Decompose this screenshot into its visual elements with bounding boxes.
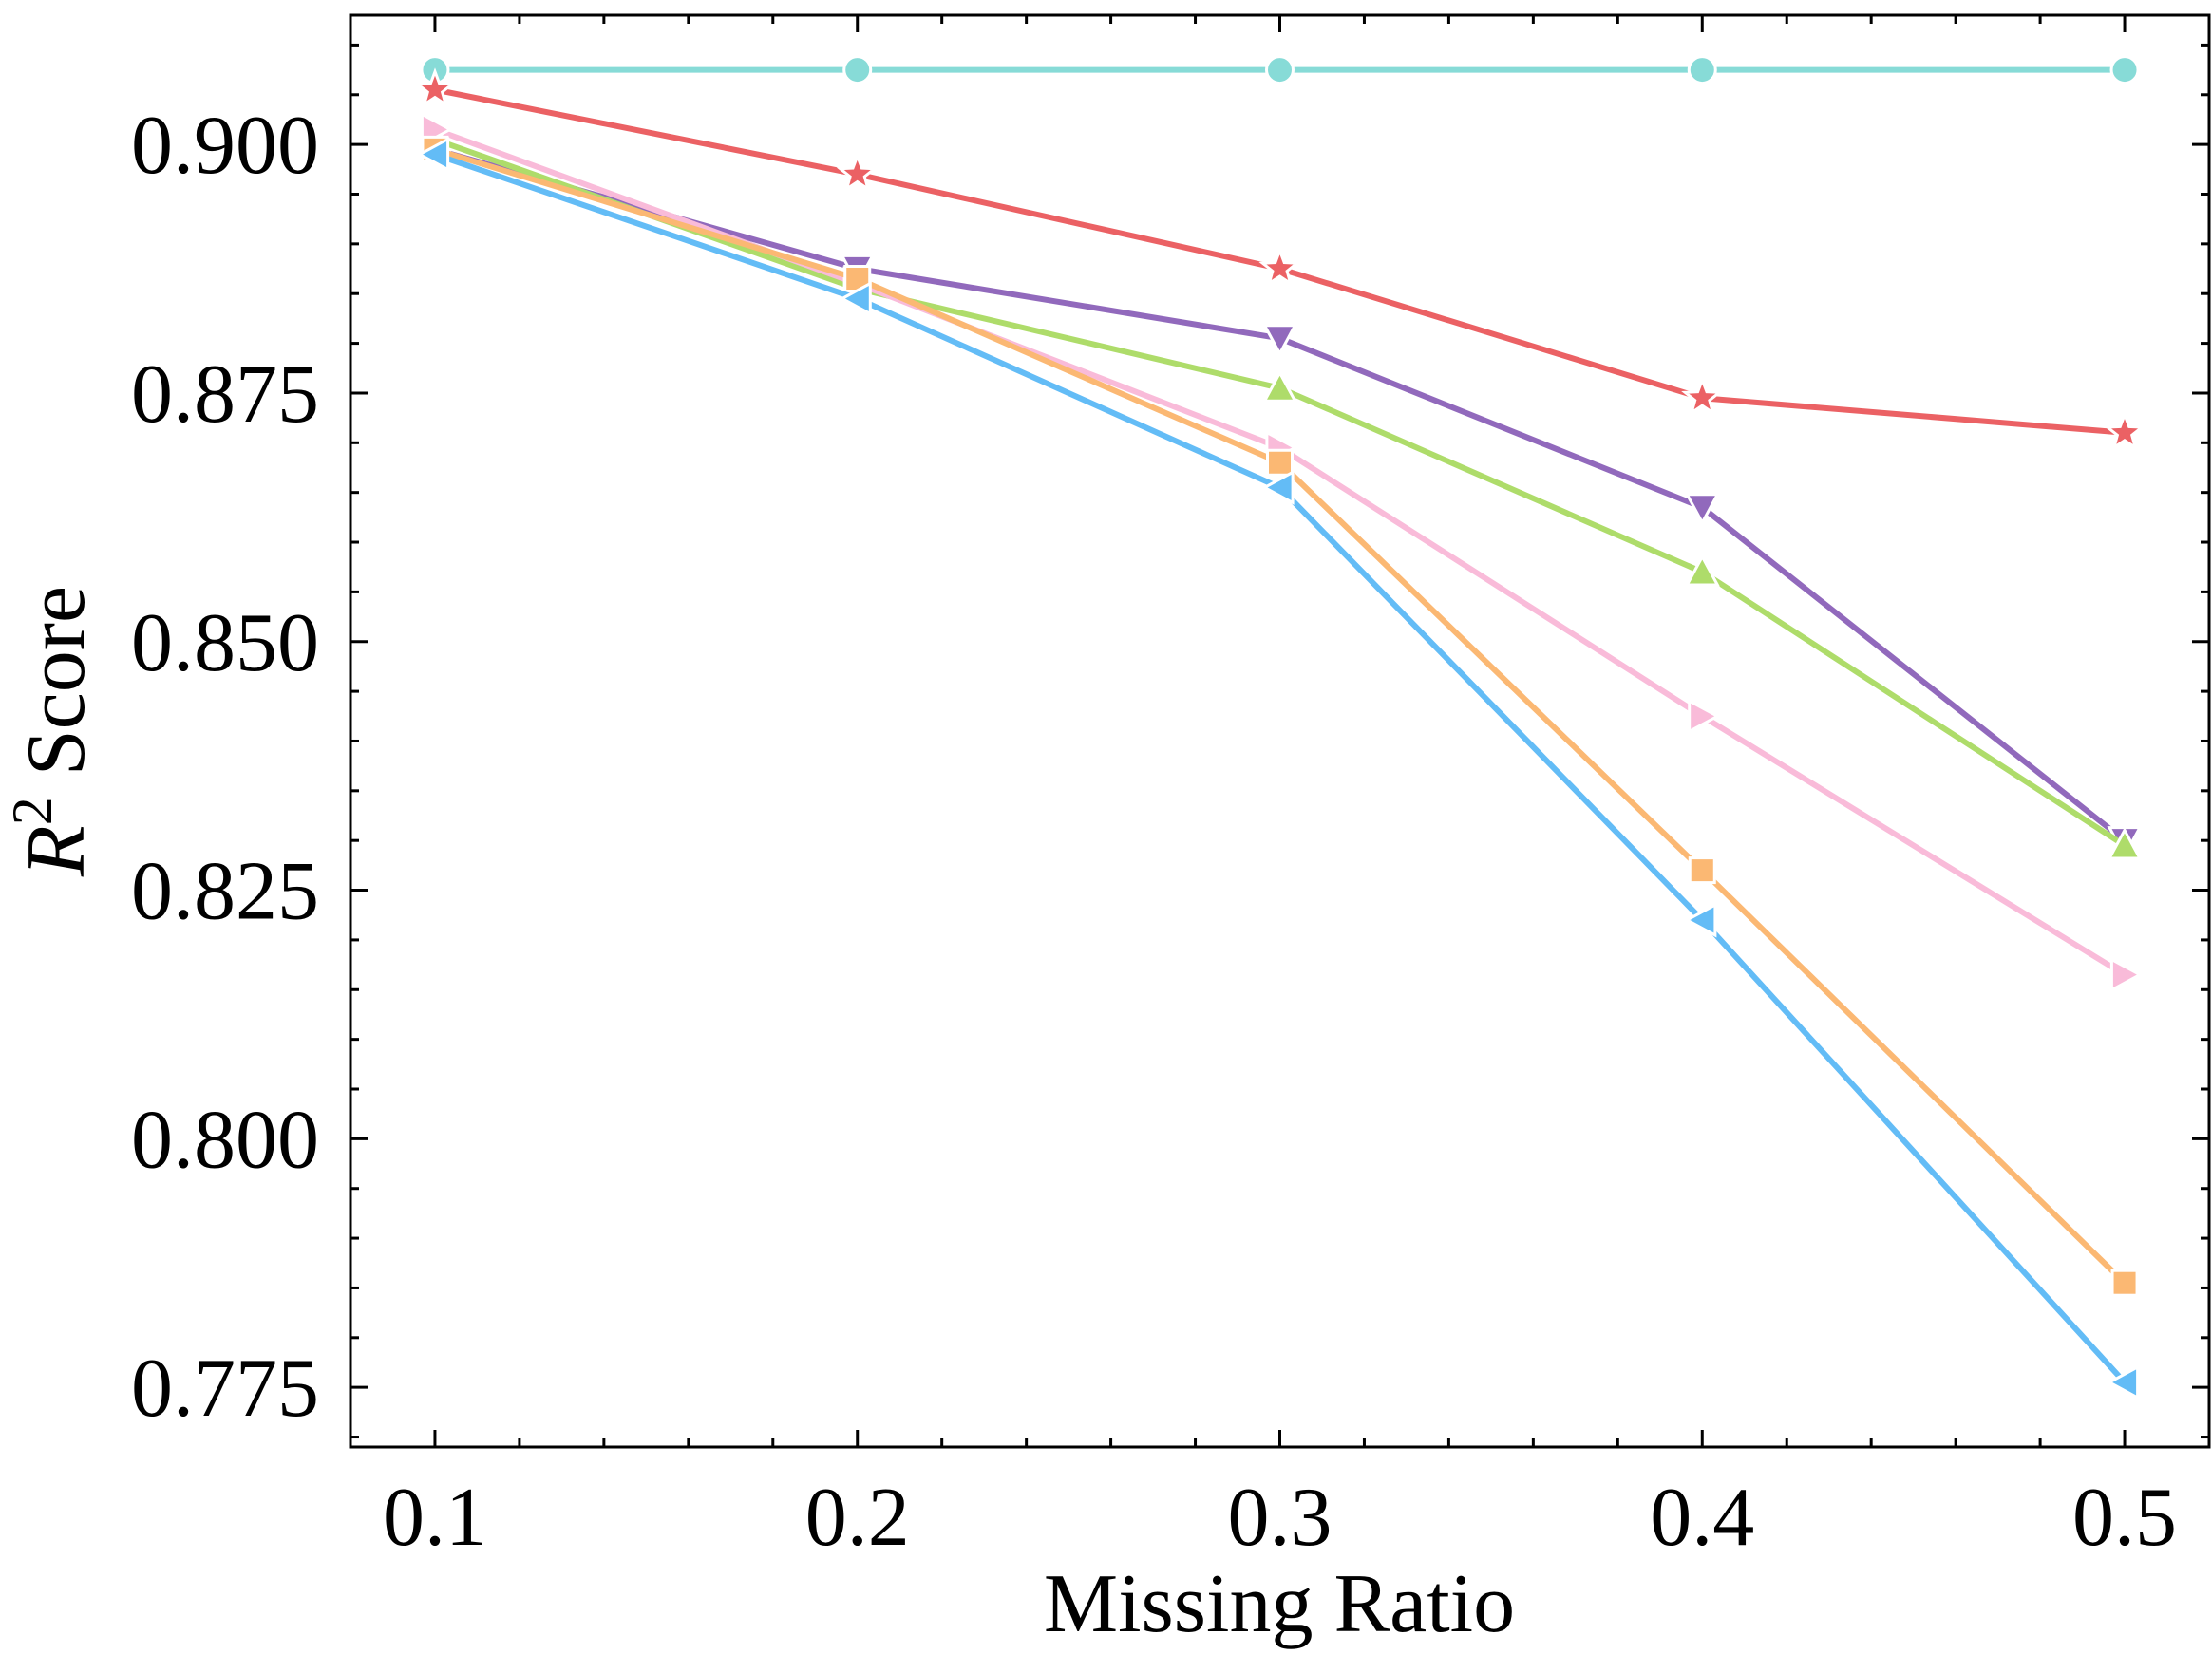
data-point-triangle-down xyxy=(1684,493,1720,526)
series-6 xyxy=(421,135,2139,1297)
data-point-circle xyxy=(842,55,873,85)
data-point-star xyxy=(2103,410,2146,451)
data-point-circle xyxy=(1687,55,1717,85)
y-tick-label: 0.800 xyxy=(131,1094,319,1186)
y-axis-title-superscript: 2 xyxy=(1,797,64,825)
data-point-square xyxy=(1266,448,1294,477)
data-point-triangle-left xyxy=(1261,469,1295,505)
x-tick-label: 0.5 xyxy=(2072,1472,2177,1564)
series-5 xyxy=(420,111,2144,993)
data-point-triangle-left xyxy=(416,137,450,173)
y-tick-label: 0.825 xyxy=(131,846,319,938)
y-tick-label: 0.900 xyxy=(131,100,319,192)
x-axis-title: Missing Ratio xyxy=(1044,1558,1515,1650)
data-point-circle xyxy=(1265,55,1295,85)
data-point-square xyxy=(2110,1269,2139,1297)
x-tick-label: 0.1 xyxy=(383,1472,487,1564)
x-tick-label: 0.4 xyxy=(1650,1472,1754,1564)
y-axis-title: R2 Score xyxy=(1,586,103,877)
y-axis-title-suffix: Score xyxy=(10,586,103,776)
series-7 xyxy=(416,137,2140,1400)
series-2 xyxy=(413,67,2146,451)
data-point-triangle-right xyxy=(2109,957,2144,993)
series-1 xyxy=(420,55,2140,85)
data-point-triangle-left xyxy=(1684,902,1717,938)
data-point-star xyxy=(1258,246,1301,287)
y-axis-title-symbol: R xyxy=(10,825,103,877)
data-point-star xyxy=(836,152,879,193)
y-tick-label: 0.850 xyxy=(131,597,319,689)
data-point-triangle-up xyxy=(2107,827,2143,860)
tick-labels: 0.1 0.2 0.3 0.4 0.5 0.775 0.800 0.825 0.850 0.875… xyxy=(131,100,2177,1564)
x-tick-label: 0.2 xyxy=(805,1472,910,1564)
series-layer xyxy=(413,55,2146,1400)
data-point-triangle-up xyxy=(1261,369,1298,403)
data-point-triangle-left xyxy=(2106,1364,2140,1400)
series-3 xyxy=(417,135,2143,859)
axis-ticks xyxy=(349,15,2211,1447)
data-point-triangle-up xyxy=(1684,554,1720,587)
data-point-triangle-down xyxy=(1261,324,1298,357)
data-point-triangle-right xyxy=(1688,698,1721,734)
y-tick-label: 0.775 xyxy=(131,1343,319,1435)
x-tick-label: 0.3 xyxy=(1228,1472,1333,1564)
y-tick-label: 0.875 xyxy=(131,348,319,441)
data-point-circle xyxy=(2109,55,2140,85)
data-point-star xyxy=(413,67,457,108)
y-axis-title-gap xyxy=(10,776,103,797)
data-point-star xyxy=(1681,375,1724,417)
series-line xyxy=(432,146,2127,1287)
plot-frame xyxy=(349,13,2211,1449)
data-point-square xyxy=(1688,856,1716,885)
data-point-triangle-left xyxy=(839,280,872,317)
